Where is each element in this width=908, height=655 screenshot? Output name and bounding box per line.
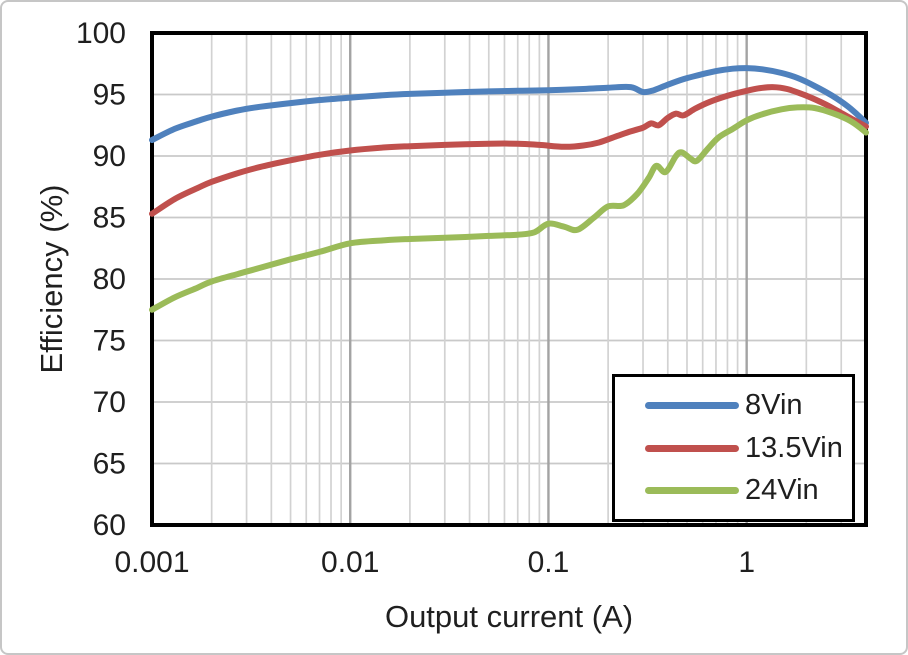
plot-frame — [150, 31, 868, 527]
x-tick-label: 0.01 — [321, 546, 379, 579]
y-tick-label: 65 — [93, 448, 126, 481]
y-tick-label: 75 — [93, 325, 126, 358]
y-tick-label: 100 — [76, 17, 126, 50]
x-axis-title: Output current (A) — [384, 599, 634, 634]
legend-swatch-24vin — [645, 487, 739, 495]
legend-item: 24Vin — [645, 476, 852, 505]
x-tick-label: 1 — [738, 546, 755, 579]
x-tick-label: 0.1 — [528, 546, 570, 579]
legend-swatch-13-5vin — [645, 444, 739, 452]
series-line-24vin — [149, 104, 869, 313]
legend-item: 8Vin — [645, 388, 852, 421]
legend-label: 8Vin — [745, 388, 803, 421]
legend-label: 13.5Vin — [745, 431, 843, 464]
x-tick-label: 0.001 — [114, 546, 189, 579]
y-axis-title: Efficiency (%) — [34, 184, 69, 374]
legend: 8Vin 13.5Vin 24Vin — [612, 374, 855, 522]
y-tick-label: 80 — [93, 263, 126, 296]
y-tick-label: 70 — [93, 386, 126, 419]
series-line-8vin — [149, 65, 869, 143]
legend-label: 24Vin — [745, 474, 819, 507]
legend-swatch-8vin — [645, 401, 739, 409]
y-tick-label: 60 — [93, 509, 126, 542]
y-tick-label: 95 — [93, 79, 126, 112]
legend-item: 13.5Vin — [645, 431, 852, 464]
y-tick-label: 85 — [93, 202, 126, 235]
series-line-13-5vin — [149, 84, 869, 217]
y-tick-label: 90 — [93, 140, 126, 173]
